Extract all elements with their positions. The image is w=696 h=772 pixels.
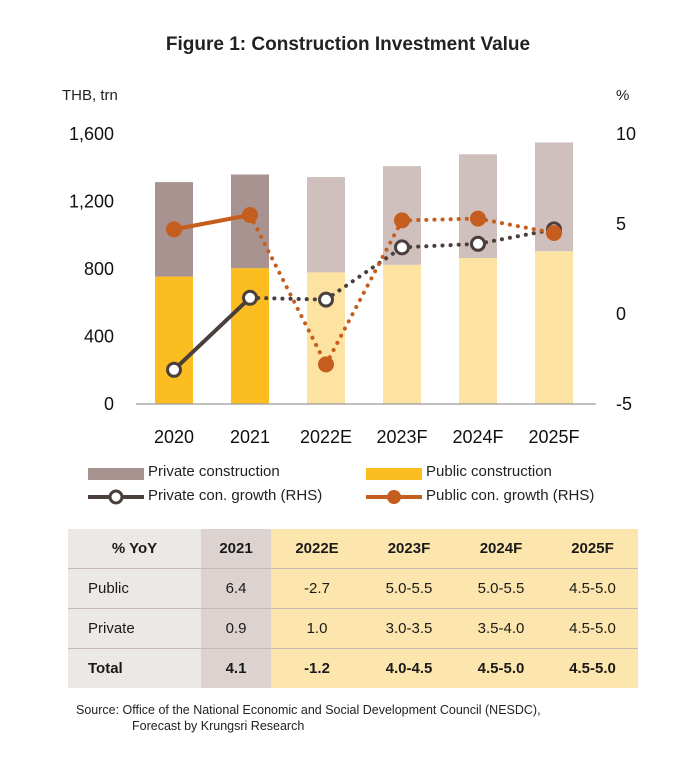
x-tick-label: 2024F [452,427,503,447]
table-cell: 1.0 [271,608,363,649]
bar-public-construction [383,264,421,404]
table-cell: 4.5-5.0 [455,648,547,688]
x-tick-label: 2020 [154,427,194,447]
private-growth-point [394,239,410,256]
table-cell: 6.4 [201,568,271,609]
table-header: 2022E [271,529,363,569]
yoy-table: % YoY 2021 2022E 2023F 2024F 2025F Publi… [68,529,638,688]
table-row-total: Total 4.1 -1.2 4.0-4.5 4.5-5.0 4.5-5.0 [68,648,638,688]
table-row: Public 6.4 -2.7 5.0-5.5 5.0-5.5 4.5-5.0 [68,568,638,609]
table-header-row: % YoY 2021 2022E 2023F 2024F 2025F [68,529,638,569]
row-label-total: Total [68,648,201,688]
chart-title: Figure 1: Construction Investment Value [165,34,531,55]
private-growth-segment [248,295,328,302]
x-tick-label: 2025F [528,427,579,447]
public-growth-point [166,221,182,238]
private-growth-segment [172,295,252,372]
public-growth-segment [476,216,556,235]
bar-public-construction [155,276,193,404]
legend-swatch-private [88,468,144,480]
table-header: 2021 [201,529,271,569]
table-cell: 5.0-5.5 [455,568,547,609]
public-growth-point [318,356,334,373]
private-growth-segment [324,245,404,302]
legend-label-private-growth: Private con. growth (RHS) [148,487,323,504]
legend-marker-private-growth [88,489,144,505]
table-header: 2023F [363,529,455,569]
y-left-tick-label: 400 [84,327,114,347]
private-growth-segment [400,241,480,250]
table-header: 2024F [455,529,547,569]
x-tick-label: 2022E [300,427,352,447]
table-cell: 3.5-4.0 [455,608,547,649]
public-growth-point [546,225,562,241]
bar-private-construction [307,177,345,273]
row-label-public: Public [68,568,201,609]
y-left-tick-label: 1,200 [69,192,114,212]
chart-canvas: THB, trn % 0 400 800 1,200 1,600 -5 0 5 10 2020 2021… [62,87,636,447]
private-growth-point [318,291,334,308]
private-growth-point [470,235,486,252]
legend-swatch-public [366,468,422,480]
private-growth-point [242,289,258,306]
bar-public-construction [459,258,497,404]
legend-label-public: Public construction [426,463,552,480]
source-note: Source: Office of the National Economic … [76,702,541,734]
legend-marker-public-growth [366,490,422,504]
table-cell: 4.5-5.0 [547,648,638,688]
private-growth-point [166,361,182,378]
table-header: % YoY [68,529,201,569]
y-left-tick-label: 0 [104,394,114,414]
source-line-1: Source: Office of the National Economic … [76,703,541,717]
table-cell: 3.0-3.5 [363,608,455,649]
y-left-tick-label: 1,600 [69,124,114,144]
x-tick-label: 2023F [376,427,427,447]
public-growth-point [242,207,258,223]
public-growth-point [394,212,410,229]
public-growth-segment [324,218,404,367]
table-header: 2025F [547,529,638,569]
x-tick-label: 2021 [230,427,270,447]
y-axis-right-title: % [616,87,629,104]
y-right-tick-label: -5 [616,394,632,414]
legend-label-public-growth: Public con. growth (RHS) [426,487,595,504]
y-right-tick-label: 0 [616,304,626,324]
y-left-tick-label: 800 [84,259,114,279]
table-row: Private 0.9 1.0 3.0-3.5 3.5-4.0 4.5-5.0 [68,608,638,649]
table-cell: 4.5-5.0 [547,608,638,649]
table-cell: 4.5-5.0 [547,568,638,609]
bar-public-construction [535,251,573,404]
table-cell: 4.1 [201,648,271,688]
table-cell: -1.2 [271,648,363,688]
bar-public-construction [231,268,269,404]
table-cell: 5.0-5.5 [363,568,455,609]
y-right-tick-label: 5 [616,214,626,234]
source-line-2: Forecast by Krungsri Research [132,719,305,733]
public-growth-segment [172,213,252,232]
public-growth-segment [400,216,480,223]
public-growth-segment [248,213,328,367]
table-cell: -2.7 [271,568,363,609]
y-right-tick-label: 10 [616,124,636,144]
legend-label-private: Private construction [148,463,280,480]
row-label-private: Private [68,608,201,649]
table-cell: 4.0-4.5 [363,648,455,688]
table-cell: 0.9 [201,608,271,649]
y-axis-left-title: THB, trn [62,87,118,104]
public-growth-point [470,210,486,227]
